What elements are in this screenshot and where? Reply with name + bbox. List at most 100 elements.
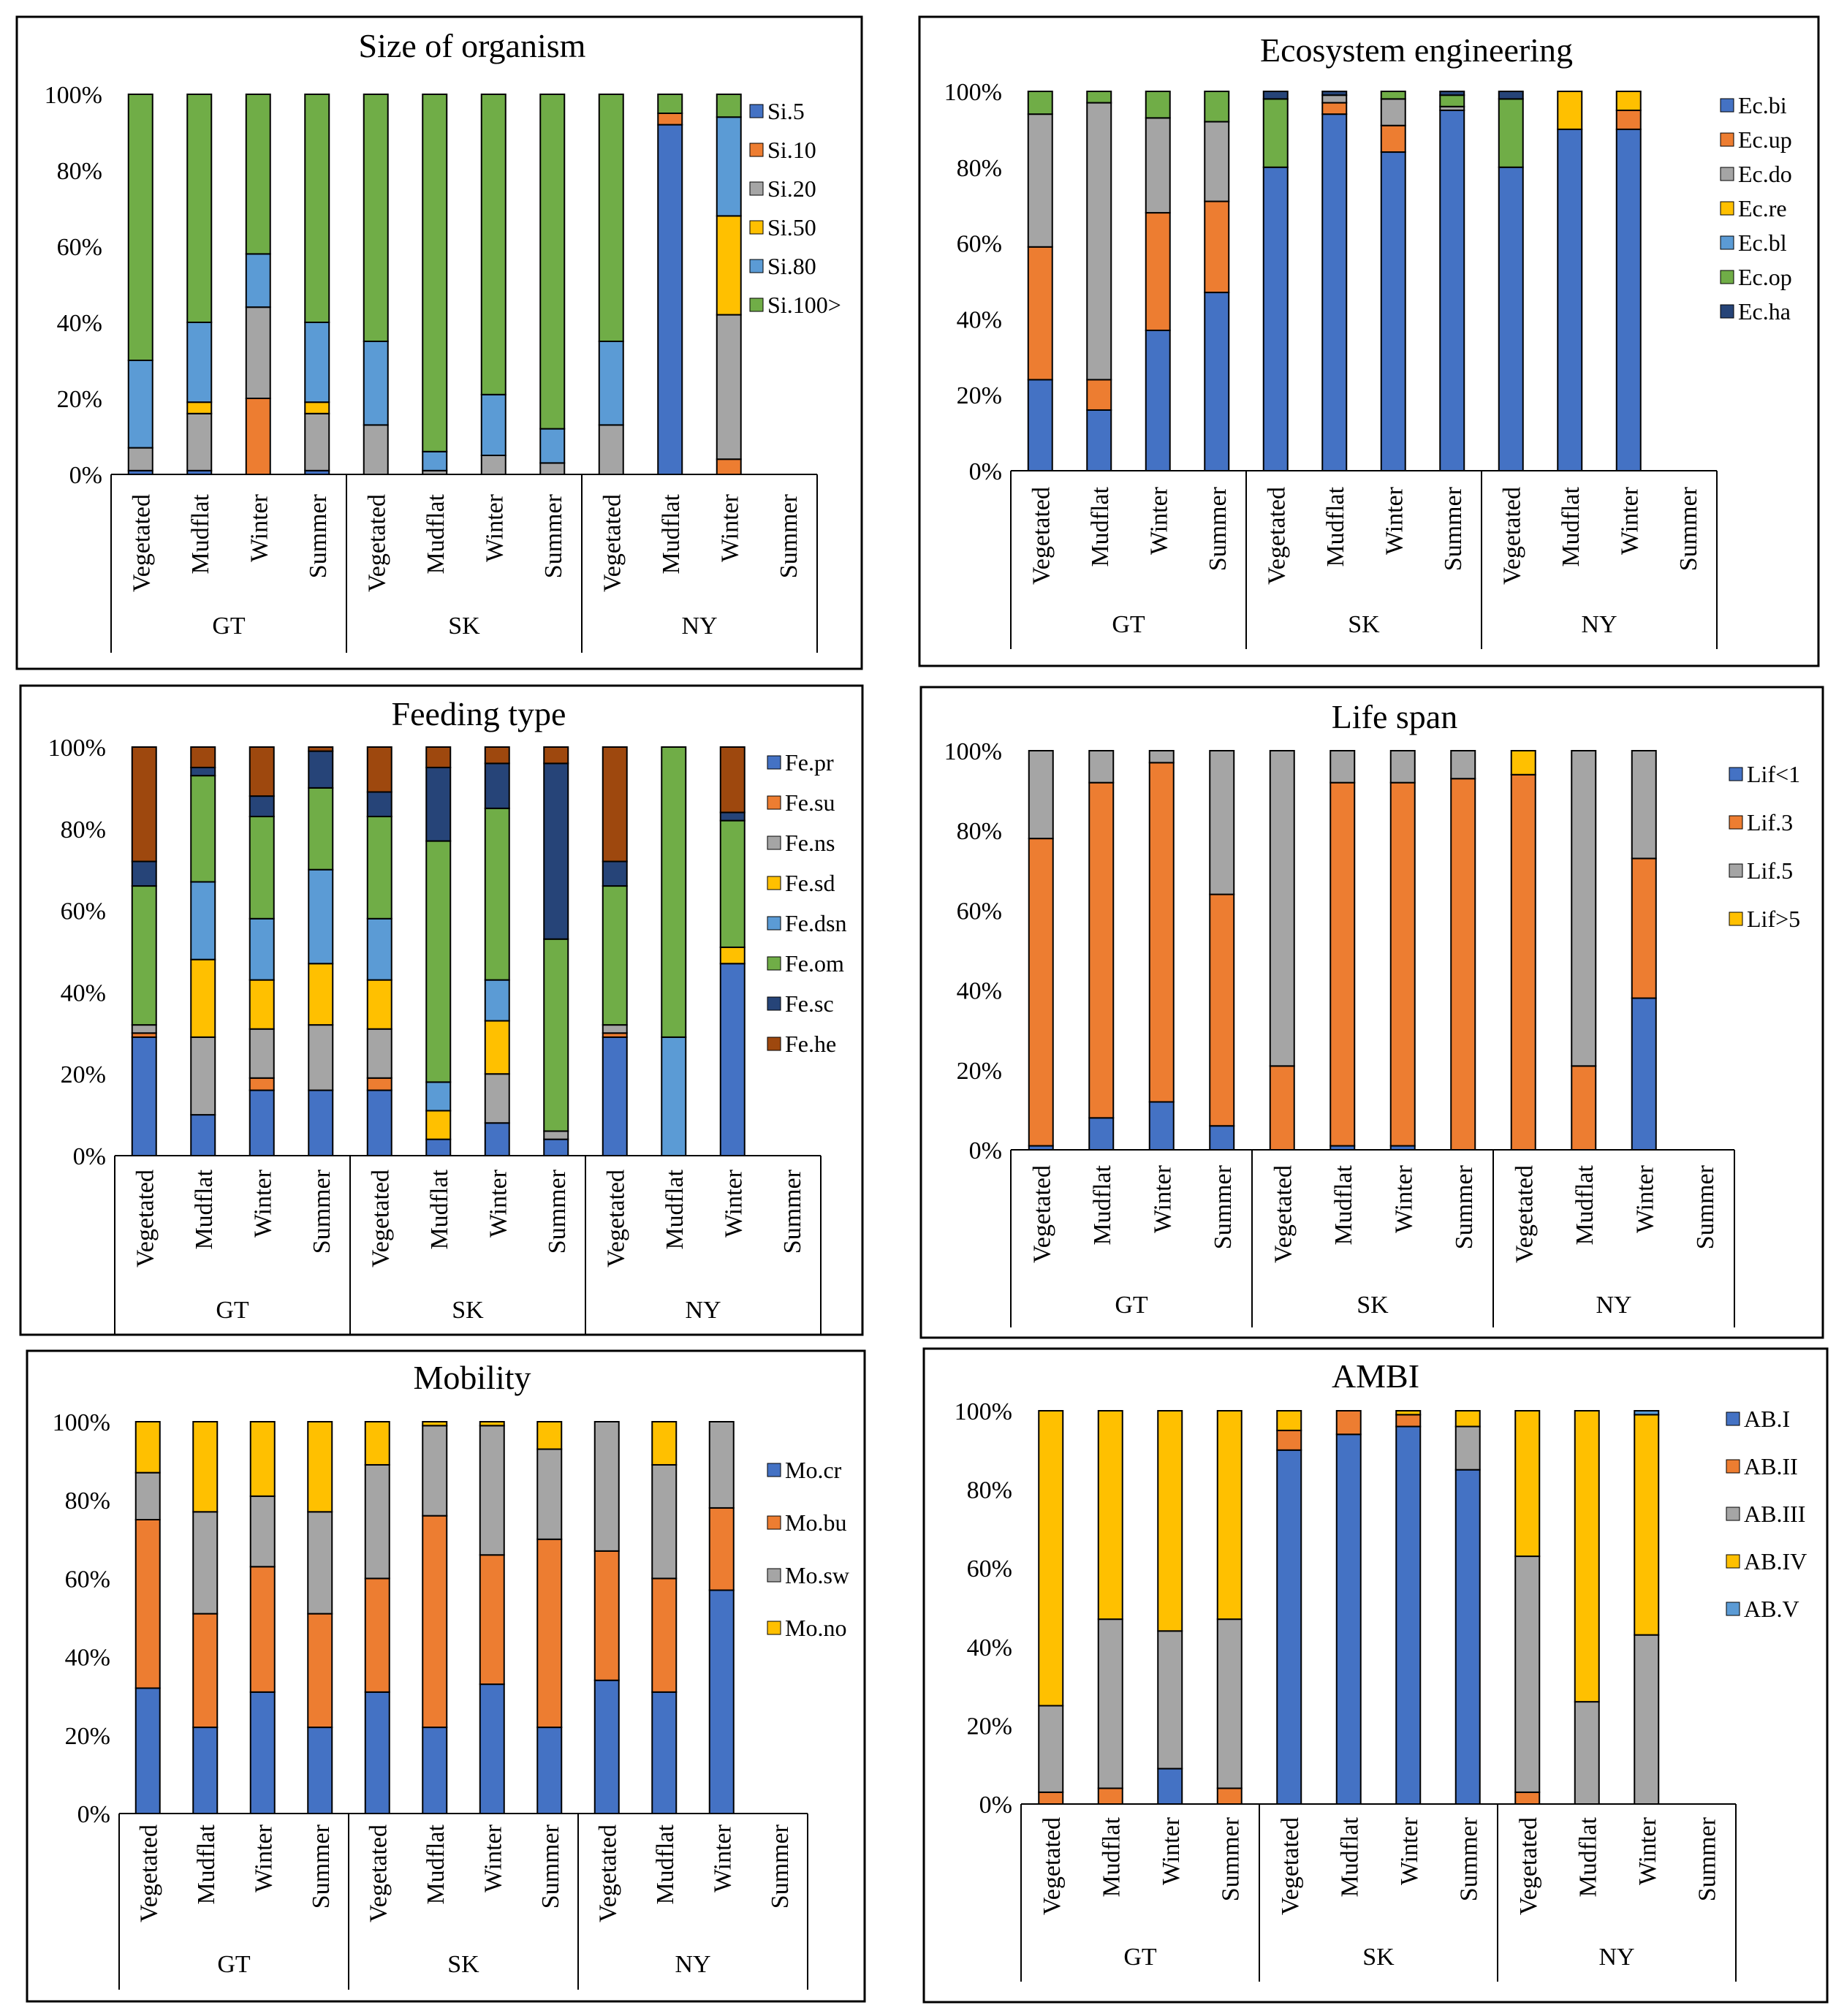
plot-area: 0% 20% 40% 60% 80% 100% Vegetated Mudflat Winter… (944, 738, 1800, 1327)
bar-segment-ab-iv (1514, 1410, 1541, 1558)
x-category-label: Winter (1381, 486, 1408, 555)
bars (1038, 1410, 1660, 1805)
legend-swatch (1726, 1554, 1740, 1569)
x-category-label: Winter (1158, 1816, 1185, 1885)
bar-segment-lif-3 (1571, 1065, 1597, 1151)
bar-segment-ec-bi (1557, 128, 1583, 471)
legend: Fe.pr Fe.su Fe.ns Fe.sd Fe.dsn Fe.om Fe.sc Fe.h… (767, 749, 846, 1057)
bar-segment-lif-3 (1450, 778, 1476, 1151)
bar-segment-si-10 (716, 458, 742, 476)
bar-segment-mo-bu (593, 1550, 620, 1681)
bar-segment-ec-re (1615, 91, 1642, 111)
y-tick-label: 40% (57, 310, 102, 337)
bar-segment-ab-iii (1634, 1634, 1660, 1805)
bars (127, 94, 742, 476)
legend: Ec.bi Ec.up Ec.do Ec.re Ec.bl Ec.op Ec.ha (1720, 92, 1792, 325)
y-tick-label: 80% (61, 816, 106, 844)
legend-swatch (1726, 1507, 1740, 1521)
legend-label: Ec.do (1738, 161, 1792, 187)
panel-feeding-type: Feeding type 0% 20% 40% 60% 80% 100% Vegetated… (19, 684, 864, 1336)
x-category-label: Mudflat (191, 1169, 218, 1249)
bar-segment-ec-ha (1321, 91, 1348, 96)
legend-swatch (1726, 1602, 1740, 1616)
bar-segment-ec-do (1027, 113, 1053, 248)
x-group-labels: GT SK NY (1010, 1150, 1735, 1327)
bar-segment-fe-pr (543, 1138, 569, 1157)
y-tick-label: 20% (957, 1058, 1002, 1085)
bar-segment-ab-iv (1157, 1410, 1183, 1632)
x-category-labels: Vegetated Mudflat Winter Summer Vegetated Mud… (1028, 486, 1702, 585)
legend-label: Ec.ha (1738, 298, 1791, 325)
plot-area: 0% 20% 40% 60% 80% 100% Vegetated Mudflat Winter… (53, 1409, 849, 1990)
y-tick-label: 0% (979, 1792, 1012, 1819)
x-group-label: SK (1362, 1944, 1395, 1971)
x-category-label: Mudflat (1087, 486, 1114, 566)
bar-segment-si-80 (422, 450, 448, 471)
y-tick-label: 100% (944, 79, 1002, 106)
bar-segment-si-20 (480, 455, 507, 475)
bar-segment-mo-no (422, 1421, 448, 1427)
y-tick-label: 100% (53, 1409, 110, 1436)
x-category-label: Summer (1693, 1816, 1721, 1901)
panel-mobility: Mobility 0% 20% 40% 60% 80% 100% Vegetated Mudf… (26, 1349, 866, 2003)
bar-segment-si-5 (657, 124, 683, 475)
y-tick-label: 20% (57, 386, 102, 413)
legend-swatch (767, 755, 781, 770)
x-category-label: Winter (1390, 1164, 1417, 1233)
legend-swatch (767, 876, 781, 890)
plot-area: 0% 20% 40% 60% 80% 100% Vegetated Mudflat Winter… (955, 1398, 1807, 1982)
bar-segment-ec-up (1145, 212, 1171, 331)
bar-segment-fe-ns (308, 1024, 334, 1091)
bar-segment-si-100- (657, 94, 683, 114)
bar-segment-ec-ha (1439, 91, 1465, 96)
bar-segment-lif-5 (1631, 750, 1657, 860)
x-category-label: Summer (1217, 1816, 1244, 1901)
legend-swatch (767, 916, 781, 931)
bar-segment-mo-cr (651, 1691, 678, 1815)
chart-title: Feeding type (392, 695, 566, 732)
legend-label: AB.III (1744, 1501, 1805, 1527)
bar-segment-fe-sc (131, 860, 157, 887)
x-category-label: Summer (308, 1824, 335, 1909)
y-tick-label: 80% (957, 818, 1002, 845)
legend-label: Lif<1 (1747, 761, 1800, 787)
legend-label: AB.II (1744, 1453, 1798, 1479)
bar-segment-mo-bu (134, 1519, 161, 1689)
bar-segment-mo-cr (593, 1679, 620, 1815)
legend-swatch (767, 835, 781, 850)
bar-segment-mo-no (364, 1421, 390, 1466)
x-category-label: Mudflat (652, 1824, 679, 1904)
bar-segment-fe-dsn (249, 917, 275, 981)
legend-label: AB.IV (1744, 1548, 1807, 1574)
x-category-label: Summer (1692, 1164, 1719, 1249)
y-tick-label: 60% (967, 1555, 1012, 1583)
bar-segment-fe-sd (308, 963, 334, 1026)
y-tick-label: 40% (61, 979, 106, 1007)
bar-segment-ab-iv (1574, 1410, 1600, 1703)
x-category-label: Vegetated (1511, 1165, 1538, 1263)
bar-segment-si-100- (716, 94, 742, 118)
x-category-label: Summer (544, 1169, 571, 1254)
y-tick-label: 80% (967, 1477, 1012, 1504)
bar-segment-fe-sc (366, 791, 392, 818)
y-tick-label: 40% (65, 1645, 110, 1672)
x-category-label: Summer (779, 1169, 806, 1254)
y-tick-label: 100% (45, 82, 102, 109)
legend-swatch (767, 1463, 781, 1477)
bar-segment-fe-ns (484, 1073, 510, 1124)
bar-segment-mo-bu (422, 1515, 448, 1729)
panel-ecosystem-engineering: Ecosystem engineering 0% 20% 40% 60% 80% 100%… (918, 15, 1820, 667)
bar-segment-mo-cr (479, 1683, 505, 1815)
bar-segment-mo-cr (307, 1727, 333, 1815)
bar-segment-fe-su (249, 1077, 275, 1091)
legend-swatch (1720, 235, 1734, 250)
bar-segment-ec-up (1086, 379, 1112, 411)
bar-segment-ec-ha (1498, 91, 1524, 100)
bar-segment-mo-cr (422, 1727, 448, 1815)
bar-segment-si-20 (598, 424, 624, 476)
bar-segment-mo-cr (364, 1691, 390, 1815)
bar-segment-ec-bi (1439, 109, 1465, 471)
bar-segment-ec-bi (1262, 166, 1289, 472)
legend-label: Ec.bi (1738, 92, 1787, 118)
bar-segment-fe-sd (719, 946, 746, 965)
